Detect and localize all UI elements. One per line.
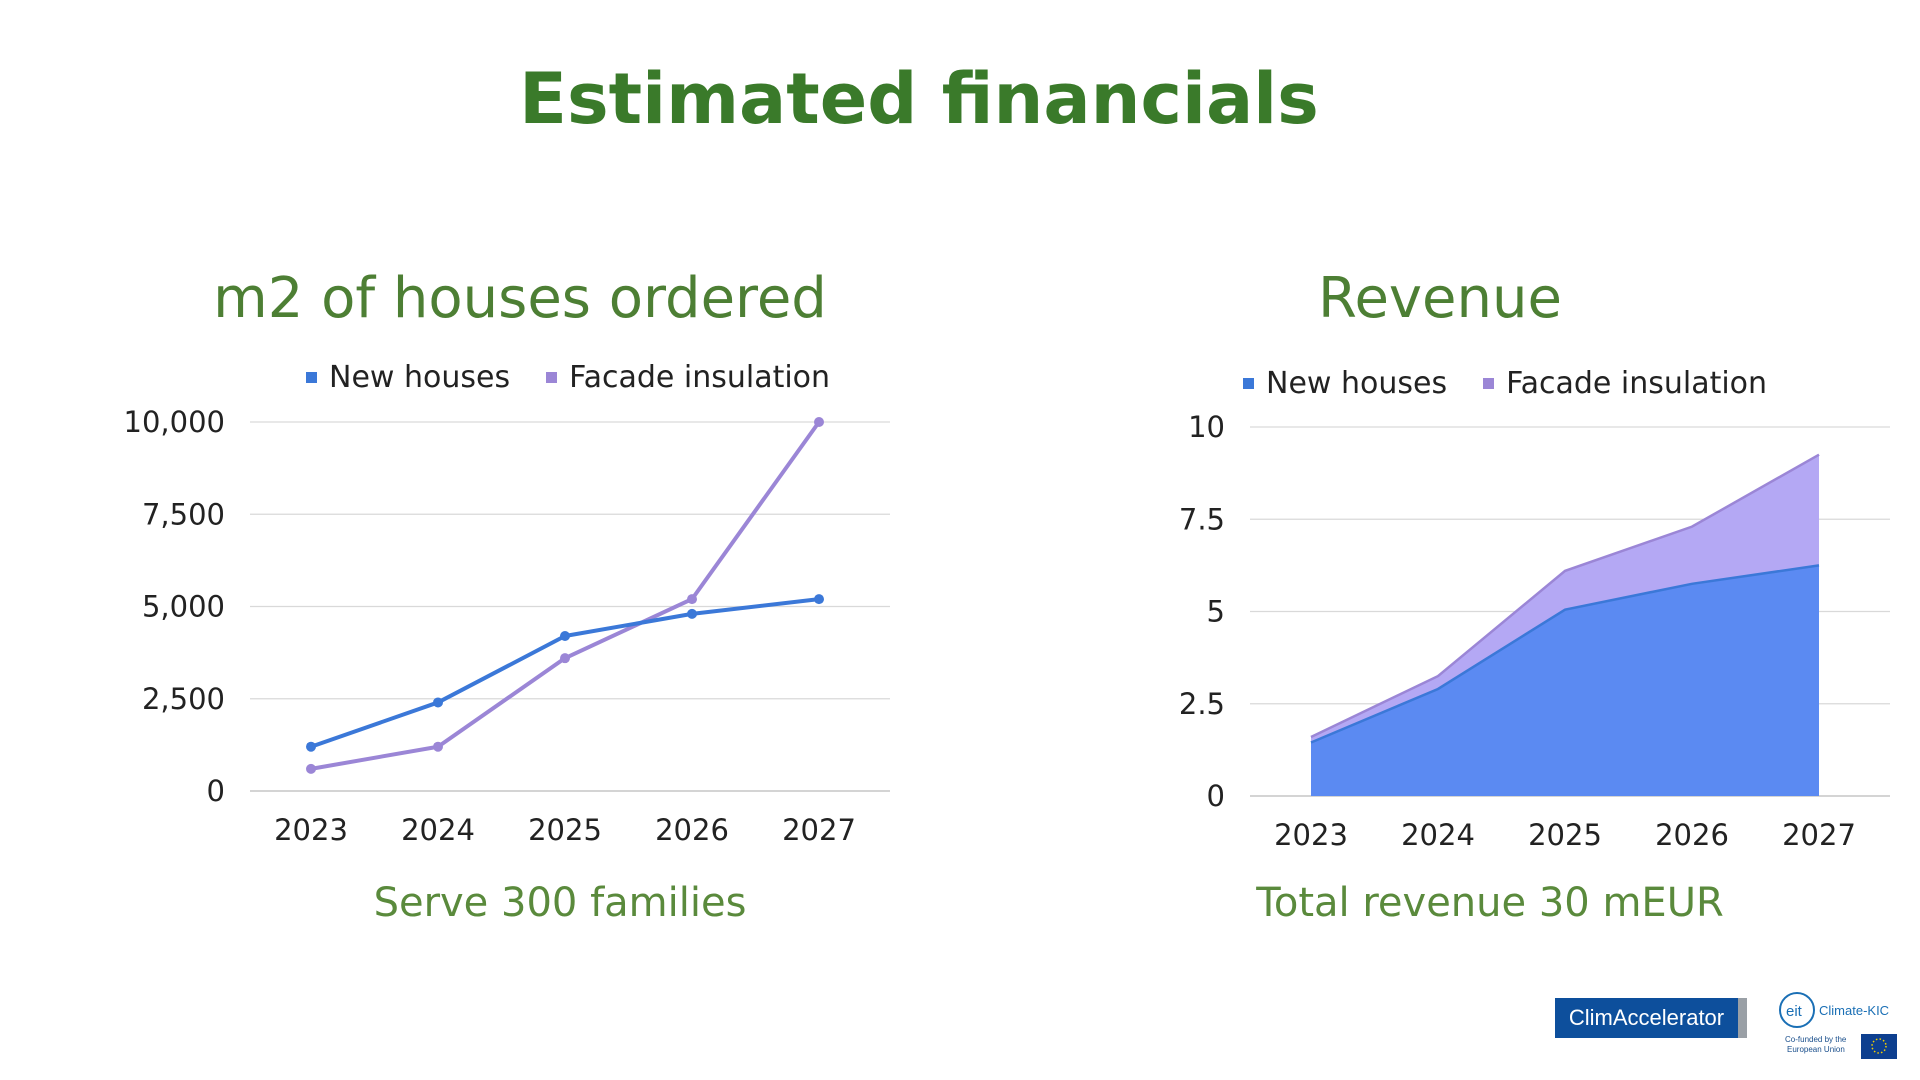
legend-label-facade-insulation-revenue: Facade insulation [1506, 366, 1768, 401]
chart-subtitle-revenue: Total revenue 30 mEUR [1256, 880, 1724, 926]
area-line-facade-insulation [1310, 453, 1820, 739]
legend-item-new-houses-revenue: New houses [1243, 366, 1447, 401]
area-facade-insulation [1311, 454, 1819, 743]
data-point-facade-insulation [306, 763, 316, 774]
legend-label-new-houses-revenue: New houses [1266, 366, 1448, 401]
m2-y-tick-label: 5,000 [142, 590, 225, 624]
legend-revenue: New houses Facade insulation [1243, 366, 1767, 401]
data-point-new-houses [687, 608, 697, 619]
revenue-x-tick-label: 2023 [1274, 818, 1348, 852]
page-title: Estimated financials [519, 58, 1319, 140]
legend-label-facade-insulation: Facade insulation [569, 360, 831, 395]
m2-x-tick-label: 2023 [274, 813, 348, 847]
series-line-facade-insulation [310, 420, 821, 771]
m2-x-tick-label: 2025 [528, 813, 602, 847]
m2-x-tick-label: 2026 [655, 813, 729, 847]
legend-item-facade-insulation-revenue: Facade insulation [1483, 366, 1767, 401]
line-chart-m2: 0 2,500 5,000 7,500 10,000 2023 2024 2025 2026 20… [124, 405, 890, 847]
chart-title-revenue: Revenue [1318, 266, 1562, 331]
legend-swatch-facade-insulation [546, 372, 558, 383]
climaccelerator-logo: ClimAccelerator [1555, 998, 1747, 1038]
legend-swatch-facade-insulation-revenue [1483, 378, 1495, 389]
data-point-facade-insulation [687, 594, 697, 605]
svg-text:eit: eit [1786, 1003, 1803, 1020]
revenue-x-tick-label: 2026 [1655, 818, 1729, 852]
revenue-y-tick-label: 7.5 [1179, 502, 1225, 536]
legend-swatch-new-houses [306, 372, 317, 383]
legend-item-new-houses: New houses [306, 360, 510, 395]
m2-x-tick-label: 2024 [401, 813, 475, 847]
data-point-new-houses [560, 631, 570, 642]
m2-y-tick-label: 2,500 [142, 682, 225, 716]
area-chart-revenue: 0 2.5 5 7.5 10 2023 2024 2025 2026 2027 [1179, 410, 1890, 852]
area-new-houses [1311, 565, 1819, 796]
chart-subtitle-m2: Serve 300 families [373, 880, 747, 926]
svg-text:Co-funded by the: Co-funded by the [1785, 1035, 1847, 1044]
legend-item-facade-insulation: Facade insulation [546, 360, 830, 395]
data-point-facade-insulation [560, 653, 570, 664]
data-point-new-houses [306, 741, 316, 752]
data-point-new-houses [433, 697, 443, 708]
m2-y-tick-label: 0 [207, 774, 225, 808]
revenue-y-tick-label: 0 [1207, 779, 1225, 813]
m2-x-tick-label: 2027 [782, 813, 856, 847]
m2-y-tick-label: 7,500 [142, 497, 225, 531]
svg-text:European Union: European Union [1787, 1045, 1845, 1054]
eit-climate-kic-logo: eit Climate-KIC Co-funded by the Europea… [1779, 992, 1897, 1059]
area-line-new-houses [1310, 564, 1820, 744]
data-point-facade-insulation [814, 417, 824, 427]
revenue-y-tick-label: 5 [1207, 595, 1225, 629]
svg-text:Climate-KIC: Climate-KIC [1819, 1003, 1889, 1018]
legend-m2: New houses Facade insulation [306, 360, 830, 395]
revenue-x-tick-label: 2027 [1782, 818, 1856, 852]
chart-title-m2: m2 of houses ordered [213, 266, 827, 331]
revenue-y-tick-label: 2.5 [1179, 687, 1225, 721]
data-point-new-houses [814, 594, 824, 605]
series-line-new-houses [310, 597, 820, 749]
legend-swatch-new-houses-revenue [1243, 378, 1254, 389]
legend-label-new-houses: New houses [329, 360, 511, 395]
revenue-x-tick-label: 2025 [1528, 818, 1602, 852]
revenue-x-tick-label: 2024 [1401, 818, 1475, 852]
data-point-facade-insulation [433, 741, 443, 752]
revenue-y-tick-label: 10 [1188, 410, 1225, 444]
m2-y-tick-label: 10,000 [124, 405, 225, 439]
